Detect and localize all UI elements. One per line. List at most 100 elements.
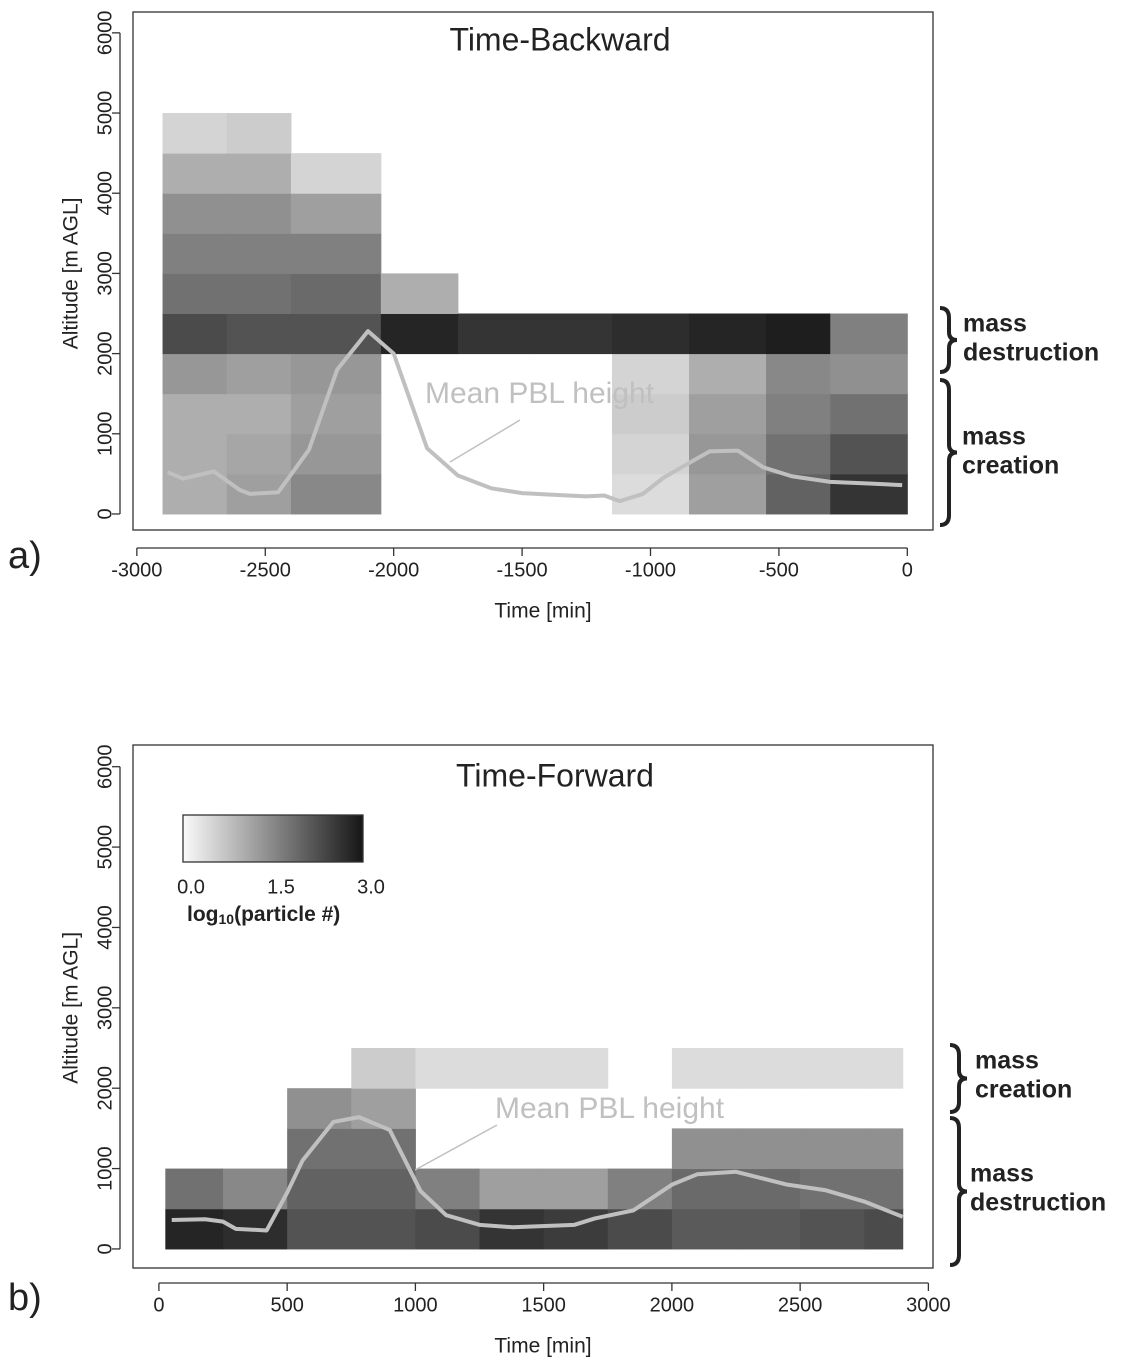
heatmap-cell — [380, 273, 459, 314]
heatmap-cell — [736, 1208, 801, 1250]
heatmap-cell — [736, 1048, 801, 1089]
x-tick-label: -3000 — [111, 559, 162, 581]
heatmap-cell — [543, 1168, 609, 1210]
heatmap-cell — [830, 433, 908, 475]
bracket-label: mass — [963, 310, 1027, 338]
y-tick-label: 1000 — [94, 412, 116, 457]
bracket-label: destruction — [963, 339, 1099, 367]
heatmap-cell — [766, 393, 831, 435]
heatmap-cell — [162, 273, 228, 314]
colorbar-title-part: (particle #) — [234, 903, 340, 926]
y-tick-label: 3000 — [94, 251, 116, 296]
heatmap-cell — [671, 1208, 737, 1250]
y-axis-title: Altitude [m AGL] — [60, 932, 83, 1084]
heatmap-cell — [351, 1048, 416, 1089]
heatmap-cell — [226, 233, 292, 274]
heatmap-cell — [162, 113, 228, 154]
heatmap-cell — [162, 313, 228, 355]
heatmap-cell — [165, 1168, 224, 1210]
heatmap-cell — [162, 233, 228, 274]
y-tick-label: 0 — [94, 1243, 116, 1254]
heatmap-cell — [830, 473, 908, 515]
annotation-leader — [414, 1124, 498, 1171]
x-tick-label: -2000 — [368, 559, 419, 581]
heatmap-cell — [611, 473, 690, 515]
heatmap-cell — [162, 193, 228, 234]
bracket — [939, 306, 958, 374]
heatmap-cell — [226, 273, 292, 314]
plot-frame — [132, 11, 934, 531]
heatmap-cell — [736, 1128, 801, 1170]
x-tick-label: 2500 — [778, 1294, 823, 1316]
x-tick-label: -500 — [759, 559, 799, 581]
heatmap-cell — [689, 433, 767, 475]
bracket-label: destruction — [970, 1189, 1106, 1217]
heatmap-cell — [766, 433, 831, 475]
y-tick-label: 0 — [94, 508, 116, 519]
x-tick-label: 1500 — [521, 1294, 566, 1316]
heatmap-cell — [607, 1208, 673, 1250]
y-tick-label: 1000 — [94, 1146, 116, 1191]
heatmap-cell — [290, 233, 382, 274]
heatmap-cell — [226, 353, 292, 395]
heatmap-cell — [766, 313, 831, 355]
heatmap-cell — [830, 353, 908, 395]
x-tick-label: -2500 — [240, 559, 291, 581]
colorbar-tick-label: 0.0 — [177, 876, 205, 898]
heatmap-cell — [830, 393, 908, 435]
bracket-label: creation — [962, 452, 1059, 480]
bracket-label: mass — [962, 423, 1026, 451]
heatmap-cell — [162, 393, 228, 435]
heatmap-cell — [611, 393, 690, 435]
y-tick-label: 5000 — [94, 825, 116, 870]
heatmap-cell — [689, 473, 767, 515]
heatmap-cell — [607, 1168, 673, 1210]
heatmap-cell — [290, 393, 382, 435]
heatmap-cell — [226, 313, 292, 355]
pbl-line — [166, 329, 903, 504]
y-tick-label: 4000 — [94, 905, 116, 950]
y-tick-label: 4000 — [94, 171, 116, 216]
heatmap-cell — [830, 313, 908, 355]
x-tick-label: 0 — [153, 1294, 164, 1316]
heatmap-cell — [457, 313, 536, 355]
heatmap-cell — [611, 313, 690, 355]
heatmap-cell — [162, 473, 228, 515]
chart-title: Time-Backward — [449, 21, 670, 57]
heatmap-cell — [351, 1168, 416, 1210]
heatmap-cell — [223, 1168, 288, 1210]
heatmap-cell — [226, 193, 292, 234]
x-tick-label: -1000 — [625, 559, 676, 581]
heatmap-cell — [162, 353, 228, 395]
heatmap-cell — [864, 1128, 904, 1170]
x-tick-label: 3000 — [906, 1294, 951, 1316]
heatmap-cell — [226, 433, 292, 475]
heatmap-cell — [671, 1048, 737, 1089]
heatmap-cell — [290, 193, 382, 234]
heatmap-cell — [415, 1048, 481, 1089]
x-axis-title: Time [min] — [494, 600, 591, 623]
x-tick-label: 0 — [902, 559, 913, 581]
heatmap-cell — [864, 1048, 904, 1089]
bracket-label: mass — [970, 1160, 1034, 1188]
y-tick-label: 5000 — [94, 91, 116, 136]
heatmap-cell — [543, 1048, 609, 1089]
heatmap-cell — [611, 353, 690, 395]
chart-title: Time-Forward — [456, 757, 654, 793]
heatmap-cell — [479, 1048, 545, 1089]
heatmap-cell — [766, 353, 831, 395]
heatmap-cell — [543, 1208, 609, 1250]
bracket — [949, 1116, 968, 1267]
x-tick-label: 500 — [270, 1294, 303, 1316]
y-tick-label: 3000 — [94, 986, 116, 1031]
heatmap-cell — [671, 1128, 737, 1170]
x-tick-label: 2000 — [650, 1294, 695, 1316]
heatmap-cell — [226, 153, 292, 194]
heatmap-cell — [290, 273, 382, 314]
series-annotation: Mean PBL height — [425, 377, 655, 410]
heatmap-cell — [380, 313, 459, 355]
y-tick-label: 6000 — [94, 11, 116, 56]
panel-label: b) — [8, 1277, 42, 1319]
colorbar-title-part: log — [187, 903, 219, 926]
